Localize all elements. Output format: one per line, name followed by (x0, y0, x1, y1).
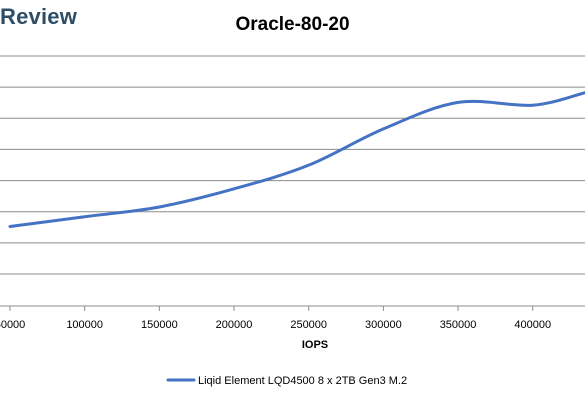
x-tick-label: 50000 (0, 319, 25, 331)
x-tick-label: 400000 (514, 319, 551, 331)
grid-lines (0, 55, 585, 275)
x-tick-label: 250000 (290, 319, 327, 331)
x-tick-label: 100000 (66, 319, 103, 331)
x-axis (0, 305, 585, 311)
x-tick-labels: 50000 100000 150000 200000 250000 300000 35000… (0, 319, 551, 331)
x-axis-label: IOPS (302, 339, 328, 351)
legend-label: Liqid Element LQD4500 8 x 2TB Gen3 M.2 (198, 375, 407, 387)
x-tick-label: 200000 (216, 319, 253, 331)
x-tick-label: 300000 (365, 319, 402, 331)
series-line (8, 91, 585, 229)
legend: Liqid Element LQD4500 8 x 2TB Gen3 M.2 (166, 375, 407, 387)
series-layer (8, 91, 585, 229)
x-tick-label: 150000 (141, 319, 178, 331)
x-tick-label: 350000 (440, 319, 477, 331)
brand-logo-text: Review (0, 4, 78, 29)
chart-title: Oracle-80-20 (235, 14, 350, 35)
